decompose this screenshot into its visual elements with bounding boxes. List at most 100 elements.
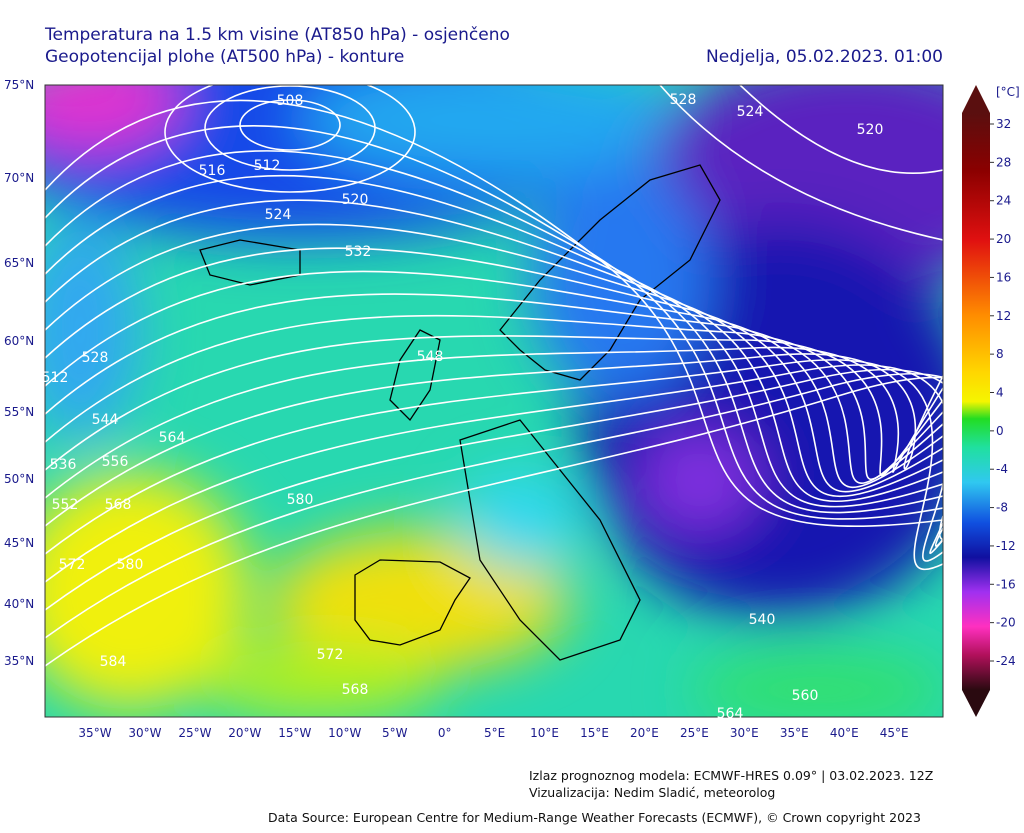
longitude-label: 15°W bbox=[278, 726, 311, 740]
latitude-label: 35°N bbox=[4, 654, 34, 668]
contour-label: 524 bbox=[737, 104, 764, 120]
contour-label: 516 bbox=[199, 163, 226, 179]
contour bbox=[45, 364, 943, 583]
contour-label: 524 bbox=[265, 207, 292, 223]
contour-label: 568 bbox=[342, 682, 369, 698]
contour bbox=[45, 368, 943, 611]
longitude-label: 20°E bbox=[630, 726, 659, 740]
contour bbox=[45, 150, 943, 514]
contour bbox=[45, 335, 943, 477]
contour-label: 580 bbox=[117, 557, 144, 573]
longitude-label: 35°E bbox=[780, 726, 809, 740]
contour-label: 512 bbox=[42, 370, 69, 386]
longitude-label: 40°E bbox=[830, 726, 859, 740]
contour-label: 560 bbox=[792, 688, 819, 704]
model-info: Izlaz prognoznog modela: ECMWF-HRES 0.09… bbox=[529, 768, 933, 783]
colorbar-tick-label: 32 bbox=[996, 117, 1011, 131]
title: Temperatura na 1.5 km visine (AT850 hPa)… bbox=[44, 25, 510, 45]
colorbar-tick-label: 16 bbox=[996, 270, 1011, 284]
colorbar-unit: [°C] bbox=[996, 85, 1020, 99]
contour bbox=[739, 85, 943, 174]
contour bbox=[45, 346, 943, 499]
longitude-label: 0° bbox=[438, 726, 452, 740]
contour-label: 568 bbox=[105, 497, 132, 513]
longitude-label: 10°E bbox=[530, 726, 559, 740]
contour-label: 572 bbox=[317, 647, 344, 663]
colorbar-tick-label: -20 bbox=[996, 616, 1016, 630]
longitude-label: 15°E bbox=[580, 726, 609, 740]
longitude-label: 20°W bbox=[228, 726, 261, 740]
colorbar-tick-label: -12 bbox=[996, 539, 1016, 553]
contour-label: 528 bbox=[82, 350, 109, 366]
longitude-label: 25°E bbox=[680, 726, 709, 740]
author: Vizualizacija: Nedim Sladić, meteorolog bbox=[529, 785, 775, 800]
map-field bbox=[45, 85, 943, 717]
colorbar-max-arrow bbox=[962, 85, 990, 113]
contour-label: 532 bbox=[345, 244, 372, 260]
latitude-label: 55°N bbox=[4, 405, 34, 419]
longitude-label: 45°E bbox=[880, 726, 909, 740]
contour-label: 580 bbox=[287, 492, 314, 508]
contour-label: 548 bbox=[417, 349, 444, 365]
contour-label: 564 bbox=[159, 430, 186, 446]
contour bbox=[45, 359, 943, 571]
contour bbox=[45, 293, 943, 484]
contour bbox=[45, 174, 943, 508]
data-source: Data Source: European Centre for Medium-… bbox=[268, 810, 921, 825]
colorbar-tick-label: 8 bbox=[996, 347, 1004, 361]
contour bbox=[45, 376, 943, 667]
colorbar-tick-label: 0 bbox=[996, 424, 1004, 438]
contour bbox=[45, 373, 943, 639]
contour-label: 564 bbox=[717, 706, 744, 722]
contour bbox=[45, 247, 943, 493]
contour bbox=[45, 353, 943, 527]
colorbar-tick-label: 28 bbox=[996, 155, 1011, 169]
colorbar bbox=[962, 113, 990, 690]
colorbar-tick-label: 12 bbox=[996, 309, 1011, 323]
subtitle: Geopotencijal plohe (AT500 hPa) - kontur… bbox=[45, 47, 404, 67]
contour-label: 572 bbox=[59, 557, 86, 573]
colorbar-tick-label: 20 bbox=[996, 232, 1011, 246]
latitude-label: 45°N bbox=[4, 536, 34, 550]
longitude-label: 25°W bbox=[178, 726, 211, 740]
colorbar-min-arrow bbox=[962, 690, 990, 717]
map-frame bbox=[44, 84, 944, 718]
contour-label: 540 bbox=[749, 612, 776, 628]
latitude-label: 40°N bbox=[4, 597, 34, 611]
contour-label: 520 bbox=[857, 122, 884, 138]
contour-label: 584 bbox=[100, 654, 127, 670]
contour bbox=[45, 270, 943, 489]
date: Nedjelja, 05.02.2023. 01:00 bbox=[706, 47, 943, 67]
colorbar-tick-label: -8 bbox=[996, 501, 1008, 515]
longitude-label: 10°W bbox=[328, 726, 361, 740]
contour-label: 536 bbox=[50, 457, 77, 473]
longitude-label: 30°W bbox=[128, 726, 161, 740]
contour-label: 508 bbox=[277, 93, 304, 109]
longitude-label: 5°W bbox=[382, 726, 408, 740]
latitude-label: 50°N bbox=[4, 472, 34, 486]
contour bbox=[164, 85, 416, 193]
latitude-label: 75°N bbox=[4, 78, 34, 92]
contour bbox=[45, 199, 943, 502]
colorbar-tick-label: -4 bbox=[996, 462, 1008, 476]
contour-label: 520 bbox=[342, 192, 369, 208]
colorbar-tick-label: -24 bbox=[996, 654, 1016, 668]
contour bbox=[659, 85, 943, 241]
colorbar-tick-label: -16 bbox=[996, 577, 1016, 591]
contour-label: 528 bbox=[670, 92, 697, 108]
contour bbox=[239, 99, 341, 151]
longitude-label: 5°E bbox=[484, 726, 505, 740]
latitude-label: 60°N bbox=[4, 334, 34, 348]
colorbar-tick-label: 4 bbox=[996, 386, 1004, 400]
contour bbox=[45, 314, 943, 481]
longitude-label: 30°E bbox=[730, 726, 759, 740]
contour-label: 544 bbox=[92, 412, 119, 428]
contour-label: 552 bbox=[52, 497, 79, 513]
longitude-label: 35°W bbox=[78, 726, 111, 740]
contour-label: 512 bbox=[254, 158, 281, 174]
colorbar-tick-label: 24 bbox=[996, 194, 1011, 208]
contour-label: 556 bbox=[102, 454, 129, 470]
latitude-label: 65°N bbox=[4, 256, 34, 270]
